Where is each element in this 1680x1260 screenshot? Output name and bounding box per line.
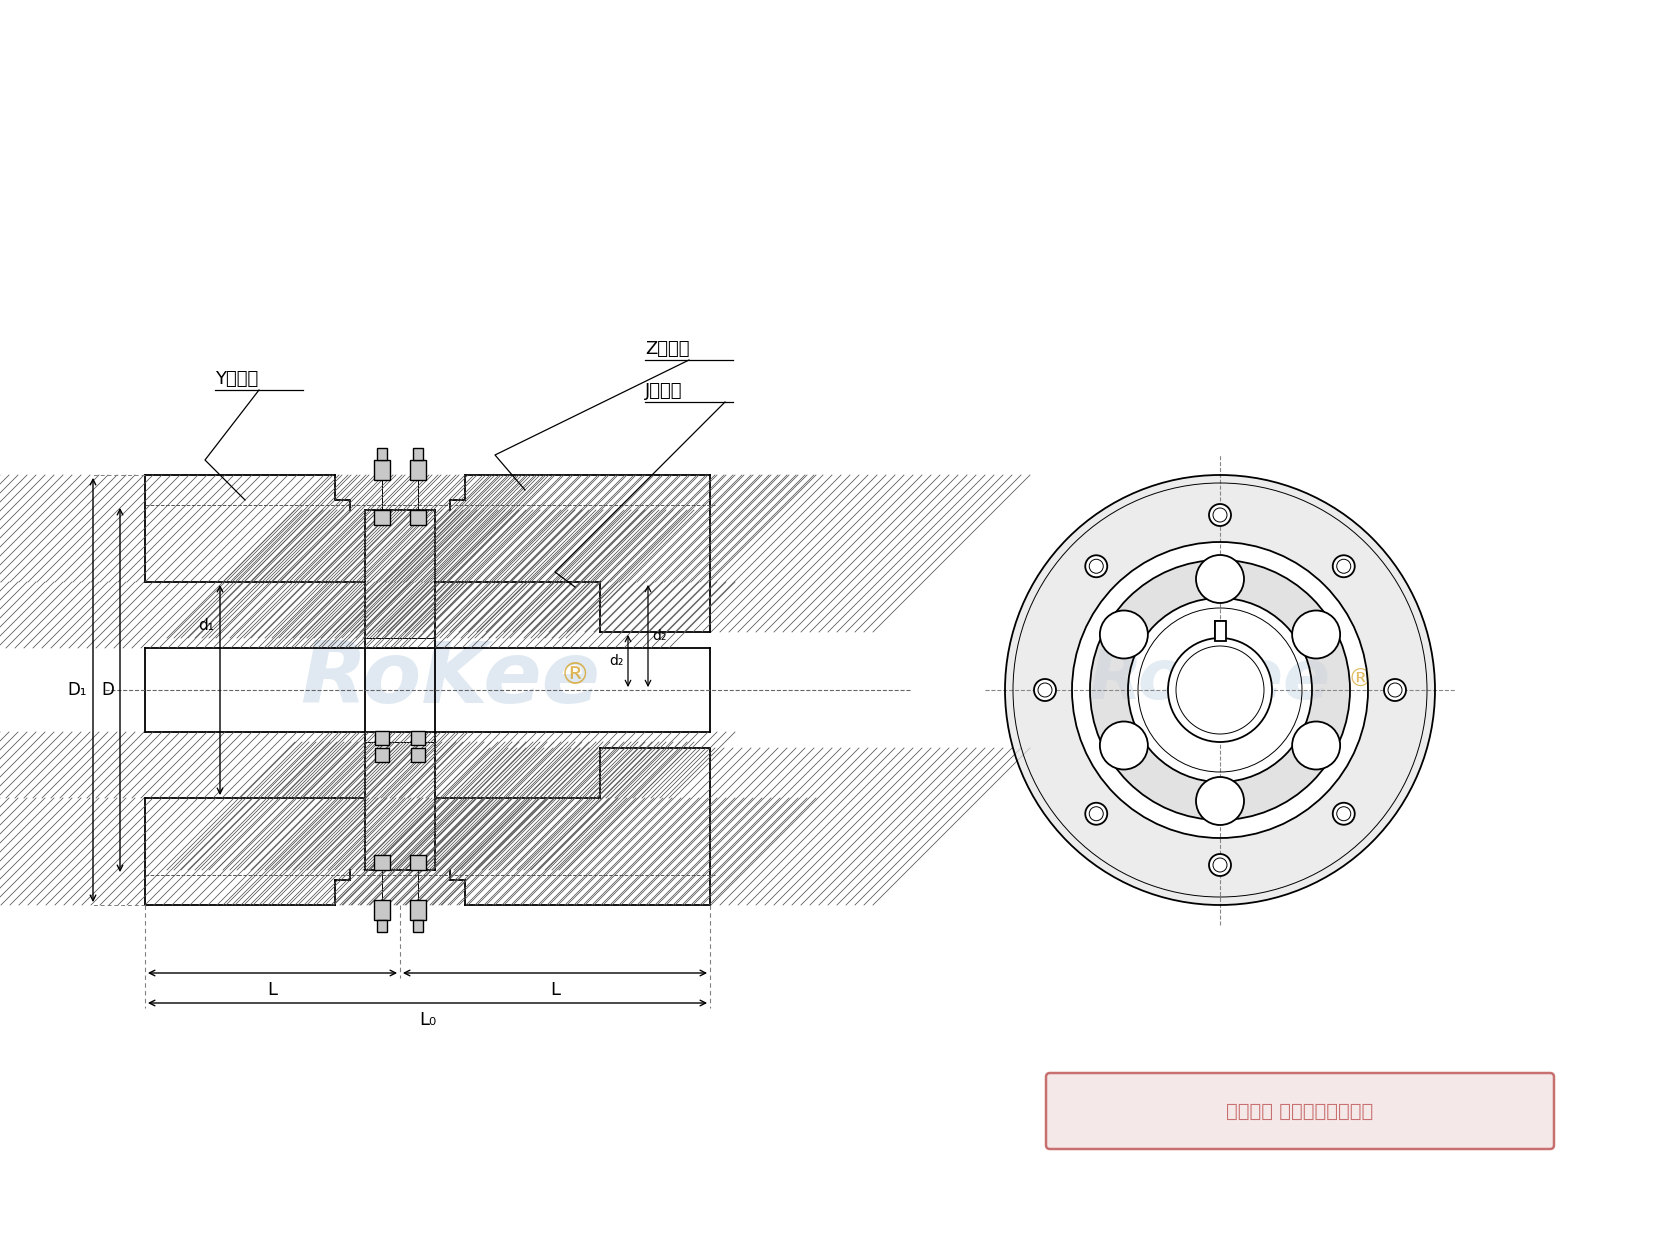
Circle shape xyxy=(1332,556,1354,577)
Bar xyxy=(376,920,386,932)
Circle shape xyxy=(1210,854,1231,876)
Bar xyxy=(144,732,334,798)
Bar xyxy=(1215,621,1226,641)
Circle shape xyxy=(1292,611,1341,659)
Circle shape xyxy=(1384,679,1406,701)
Circle shape xyxy=(1100,611,1147,659)
Text: RoKee: RoKee xyxy=(301,639,600,722)
Bar xyxy=(375,748,390,762)
Bar xyxy=(600,475,711,633)
Circle shape xyxy=(1085,556,1107,577)
Polygon shape xyxy=(1090,559,1351,820)
Bar xyxy=(465,582,600,648)
Text: d₁: d₁ xyxy=(198,619,213,634)
Circle shape xyxy=(1100,722,1147,770)
Circle shape xyxy=(1033,679,1057,701)
Circle shape xyxy=(1210,504,1231,525)
Circle shape xyxy=(1196,777,1243,825)
Bar xyxy=(410,900,427,920)
Text: L₀: L₀ xyxy=(418,1011,437,1029)
Bar xyxy=(412,748,425,762)
Bar xyxy=(413,449,423,460)
Text: Z型轴孔: Z型轴孔 xyxy=(645,340,689,358)
Bar xyxy=(410,856,427,869)
Bar xyxy=(144,798,334,905)
Bar xyxy=(375,856,390,869)
Bar xyxy=(375,510,390,525)
Text: ®: ® xyxy=(559,660,590,689)
Bar xyxy=(375,460,390,480)
FancyBboxPatch shape xyxy=(1047,1074,1554,1149)
Bar xyxy=(365,510,435,638)
Bar xyxy=(410,460,427,480)
Text: L: L xyxy=(267,982,277,999)
Text: L: L xyxy=(549,982,559,999)
Bar xyxy=(375,731,390,745)
Bar xyxy=(465,475,600,582)
Text: RoKee: RoKee xyxy=(1089,646,1331,713)
Bar xyxy=(412,731,425,745)
Bar xyxy=(600,748,711,905)
Polygon shape xyxy=(1005,475,1435,905)
Circle shape xyxy=(1196,554,1243,604)
Bar xyxy=(465,732,600,798)
Circle shape xyxy=(1292,722,1341,770)
Bar xyxy=(365,742,435,869)
Bar xyxy=(410,510,427,525)
Bar xyxy=(144,582,334,648)
Bar xyxy=(376,449,386,460)
Text: D: D xyxy=(101,680,114,699)
Bar xyxy=(413,920,423,932)
Text: 版权所有 侵权必被严厉追究: 版权所有 侵权必被严厉追究 xyxy=(1226,1101,1374,1120)
Bar xyxy=(465,798,600,905)
Text: d₂: d₂ xyxy=(610,654,623,668)
Circle shape xyxy=(1085,803,1107,825)
Text: J型轴孔: J型轴孔 xyxy=(645,382,682,399)
Text: ®: ® xyxy=(1347,668,1373,692)
Circle shape xyxy=(1168,638,1272,742)
Circle shape xyxy=(1332,803,1354,825)
Text: Y型轴孔: Y型轴孔 xyxy=(215,370,259,388)
Text: d₂: d₂ xyxy=(652,629,667,643)
Text: D₁: D₁ xyxy=(67,680,87,699)
Bar xyxy=(375,900,390,920)
Bar xyxy=(144,475,334,582)
